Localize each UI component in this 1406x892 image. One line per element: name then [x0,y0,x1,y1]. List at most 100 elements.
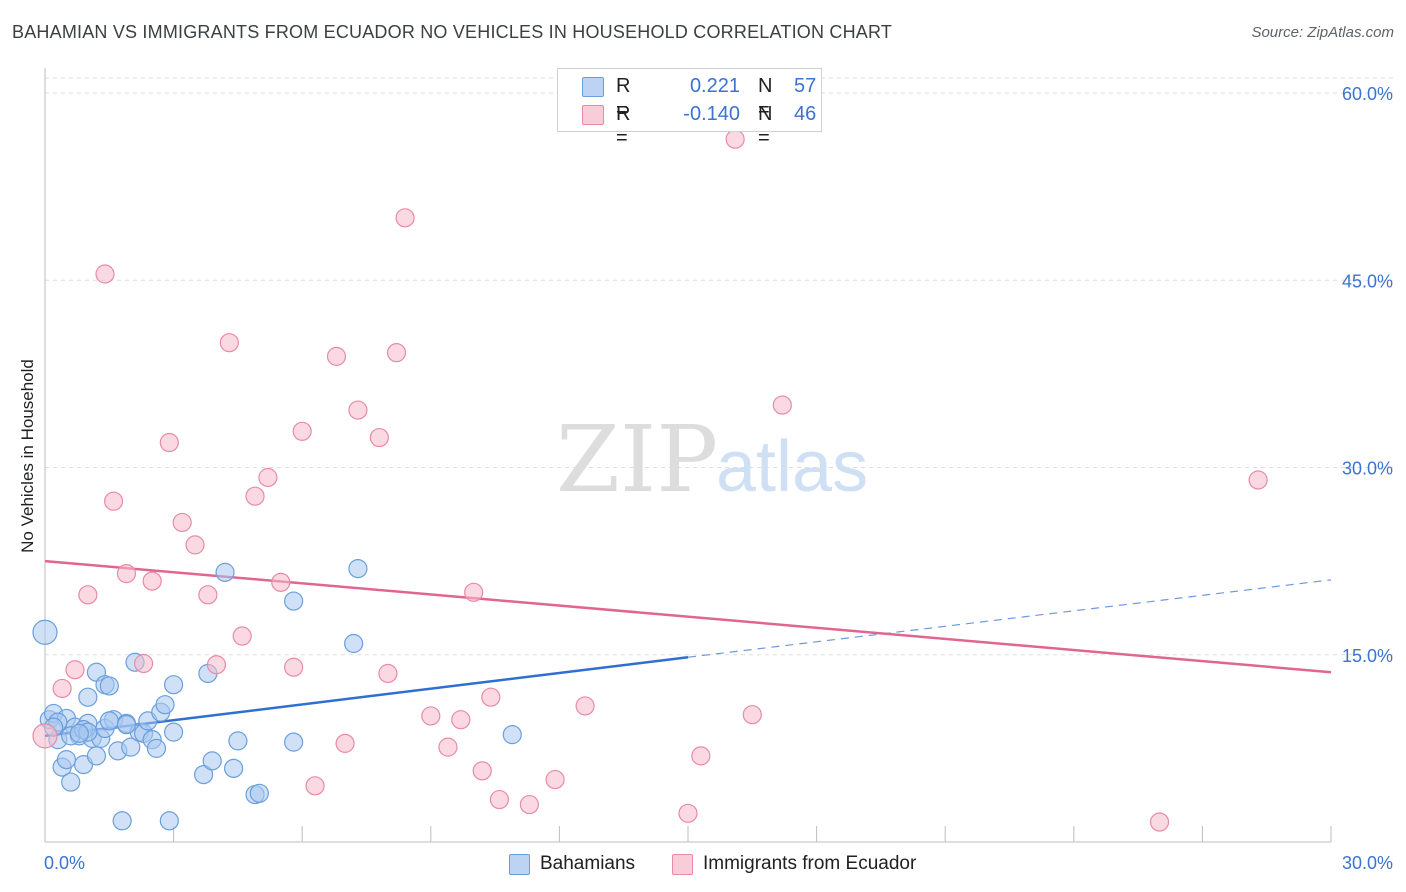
point-bahamian [112,811,132,831]
point-ecuador [378,663,398,684]
point-ecuador [258,467,278,488]
point-ecuador [142,571,162,591]
point-ecuador [335,733,355,753]
point-bahamian [344,633,364,654]
point-ecuador [772,395,792,415]
point-ecuador [386,343,407,363]
point-ecuador [464,582,484,602]
y-tick-label: 60.0% [1342,84,1393,104]
x-tick-label: 0.0% [44,853,85,873]
point-ecuador [232,626,252,646]
trend-line-ecuador [44,559,1332,674]
point-bahamian [215,562,235,582]
point-ecuador [519,794,539,815]
y-tick-label: 45.0% [1342,271,1393,291]
watermark-atlas: atlas [716,427,868,507]
legend-r-label: R = [616,103,631,149]
point-bahamian [348,559,368,579]
correlation-legend: R = 0.221 N = 57 R = -0.140 N = 46 [557,68,822,149]
point-ecuador [219,333,239,353]
point-ecuador [678,803,698,823]
y-axis-label: No Vehicles in Household [18,359,37,553]
point-ecuador [172,512,192,533]
legend-r-label: R = [616,75,631,121]
legend-n-label: N = [758,103,773,149]
point-ecuador [575,696,595,716]
point-ecuador [185,535,205,555]
point-ecuador [271,572,291,592]
point-bahamian [164,675,184,695]
point-bahamian [61,772,81,792]
point-ecuador [78,585,98,605]
point-ecuador [545,769,565,790]
point-bahamian [224,758,244,778]
point-bahamian [32,619,58,645]
point-bahamian [121,737,141,757]
point-bahamian [99,711,119,731]
point-ecuador [1248,470,1268,490]
point-ecuador [451,710,471,730]
point-bahamian [228,731,248,751]
point-bahamian [78,687,98,707]
tick-labels: 15.0% 30.0% 45.0% 60.0% 0.0% 30.0% [44,84,1393,873]
point-ecuador [52,678,72,699]
legend-n-label: N = [758,75,773,121]
gridlines [45,77,1393,656]
legend-swatch-pink [582,105,604,125]
bottom-legend-label: Bahamians [540,853,636,874]
point-ecuador [348,400,368,420]
point-ecuador [421,706,441,726]
chart-title: BAHAMIAN VS IMMIGRANTS FROM ECUADOR NO V… [12,22,893,42]
trend-line-bahamians-extrapolated [687,579,1332,658]
point-ecuador [284,657,304,677]
point-ecuador [133,653,154,674]
chart-source: Source: ZipAtlas.com [1251,24,1394,41]
point-bahamian [69,723,89,743]
point-ecuador [198,585,218,605]
point-bahamian [284,591,304,611]
point-bahamian [155,695,175,715]
point-ecuador [369,427,389,448]
legend-r-value: 0.221 [689,75,740,97]
point-ecuador [395,208,415,228]
data-points [32,129,1268,832]
legend-swatch-blue [582,77,604,97]
point-ecuador [438,737,458,757]
point-ecuador [725,129,745,149]
point-ecuador [65,660,85,680]
point-bahamian [194,764,214,785]
legend-n-value: 57 [794,75,817,97]
watermark-zip: ZIP [556,406,718,513]
y-tick-label: 30.0% [1342,459,1393,479]
point-bahamian [99,676,119,696]
point-ecuador [206,655,227,675]
point-ecuador [326,346,347,366]
point-ecuador [489,789,509,810]
point-ecuador [103,491,124,511]
bottom-legend-label: Immigrants from Ecuador [703,853,917,874]
point-ecuador [481,687,501,707]
legend-r-value: -0.140 [683,103,740,125]
point-bahamian [56,750,77,770]
point-bahamian [86,746,107,766]
point-ecuador [95,264,115,284]
point-bahamian [116,715,137,735]
point-ecuador [245,486,265,506]
point-ecuador [305,776,325,796]
point-bahamian [164,722,184,742]
point-bahamian [502,725,522,745]
point-bahamian [249,783,269,803]
point-bahamian [159,811,179,831]
point-bahamian [146,738,167,758]
y-tick-label: 15.0% [1342,646,1393,666]
point-ecuador [691,746,711,766]
point-ecuador [159,432,179,453]
point-bahamian [284,732,304,752]
point-ecuador [742,705,762,725]
x-tick-label: 30.0% [1342,853,1393,873]
point-bahamian [202,751,222,771]
point-ecuador [116,564,137,584]
bottom-legend-swatch-pink [672,854,693,875]
bottom-legend-swatch-blue [509,854,530,875]
